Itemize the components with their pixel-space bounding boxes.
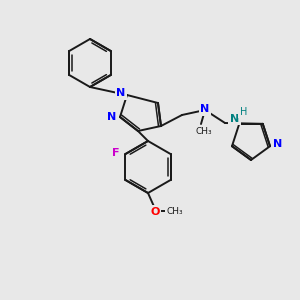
Text: N: N — [230, 114, 239, 124]
Text: CH₃: CH₃ — [167, 206, 183, 215]
Text: N: N — [200, 104, 210, 114]
Text: N: N — [107, 112, 117, 122]
Text: H: H — [240, 107, 247, 117]
Text: N: N — [116, 88, 126, 98]
Text: F: F — [112, 148, 119, 158]
Text: N: N — [273, 139, 283, 149]
Text: O: O — [150, 207, 160, 217]
Text: CH₃: CH₃ — [196, 127, 212, 136]
